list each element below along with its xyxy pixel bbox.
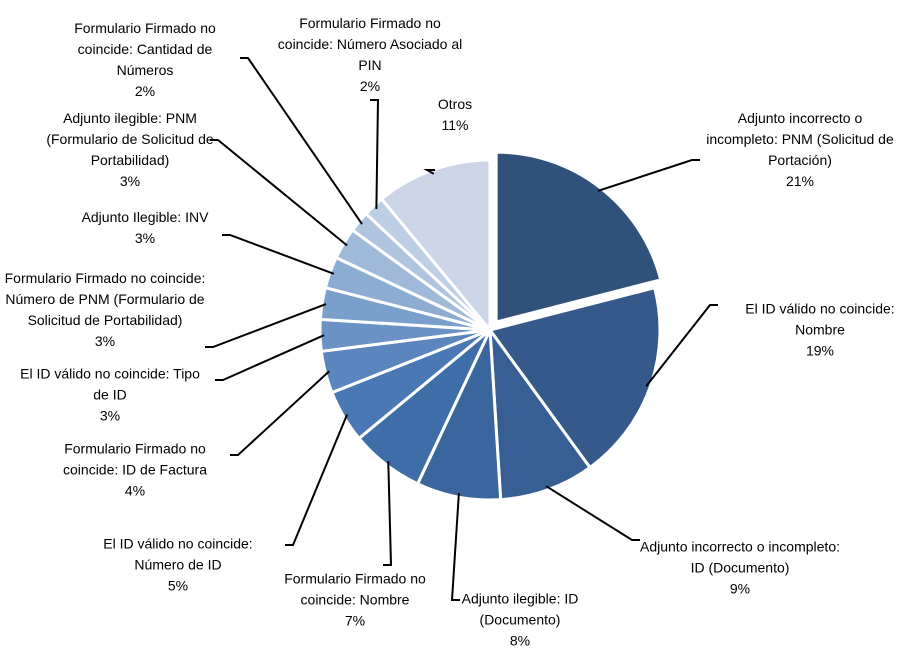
slice-value-label: 7% <box>344 612 366 629</box>
slice-category: Formulario Firmado no coincide: Nombre <box>284 570 426 608</box>
slice-category: El ID válido no coincide: Nombre <box>745 300 895 338</box>
leader-line <box>222 234 335 275</box>
slice-category: Formulario Firmado no coincide: Número d… <box>4 270 206 328</box>
slice-label: Formulario Firmado no coincide: Cantidad… <box>50 18 240 102</box>
pie-slice <box>494 150 663 325</box>
leader-line <box>215 334 325 381</box>
leader-line <box>285 414 349 546</box>
slice-value-label: 9% <box>729 580 751 597</box>
slice-value-label: 3% <box>134 230 156 246</box>
slice-category: Adjunto Ilegible: INV <box>81 209 209 225</box>
slice-label: Formulario Firmado no coincide: Nombre 7% <box>260 569 450 632</box>
pie-slice <box>488 324 593 502</box>
slice-category: Formulario Firmado no coincide: Número A… <box>277 15 463 73</box>
slice-value-label: 4% <box>124 482 146 499</box>
slice-value-label: 3% <box>94 333 116 349</box>
slice-value-label: 8% <box>509 632 531 649</box>
leader-line <box>545 485 640 541</box>
slice-label: Adjunto Ilegible: INV 3% <box>55 207 235 249</box>
slice-label: Formulario Firmado no coincide: Número d… <box>3 268 208 352</box>
slice-category: Adjunto ilegible: ID (Documento) <box>461 590 579 628</box>
pie-slice <box>487 285 662 470</box>
leader-line <box>210 139 348 247</box>
slice-label: Formulario Firmado no coincide: Número A… <box>278 13 463 97</box>
slice-label: Adjunto ilegible: ID (Documento) 8% <box>435 589 605 652</box>
slice-category: El ID válido no coincide: Número de ID <box>103 535 253 573</box>
slice-category: Adjunto incorrecto o incompleto: PNM (So… <box>706 110 894 168</box>
slice-category: Formulario Firmado no coincide: ID de Fa… <box>63 440 207 478</box>
leader-line <box>240 57 363 225</box>
slice-value-label: 2% <box>134 83 156 99</box>
slice-value-label: 3% <box>99 407 121 424</box>
slice-category: Adjunto incorrecto o incompleto: ID (Doc… <box>640 538 840 576</box>
slice-label: El ID válido no coincide: Número de ID 5% <box>78 534 278 597</box>
slice-label: El ID válido no coincide: Tipo de ID 3% <box>15 364 205 427</box>
slice-category: Adjunto ilegible: PNM (Formulario de Sol… <box>46 110 214 168</box>
leader-line <box>645 304 718 387</box>
slice-value-label: 5% <box>167 577 189 594</box>
slice-category: Formulario Firmado no coincide: Cantidad… <box>74 20 216 78</box>
slice-category: El ID válido no coincide: Tipo de ID <box>20 365 200 403</box>
slice-label: Otros 11% <box>415 94 495 136</box>
slice-label: El ID válido no coincide: Nombre 19% <box>720 299 918 362</box>
slice-category: Otros <box>437 96 473 112</box>
slice-label: Adjunto incorrecto o incompleto: ID (Doc… <box>640 537 840 600</box>
slice-label: Adjunto ilegible: PNM (Formulario de Sol… <box>30 108 230 192</box>
leader-line <box>230 370 330 456</box>
leader-line <box>370 99 380 210</box>
slice-value-label: 19% <box>805 342 835 359</box>
slice-value-label: 21% <box>785 173 815 189</box>
slice-label: Formulario Firmado no coincide: ID de Fa… <box>35 439 235 502</box>
leader-line <box>383 461 393 566</box>
leader-line <box>450 492 460 601</box>
slice-value-label: 11% <box>441 117 469 133</box>
slice-value-label: 3% <box>119 173 141 189</box>
slice-value-label: 2% <box>359 78 381 94</box>
leader-line <box>205 303 327 348</box>
leader-line <box>423 169 435 175</box>
slice-label: Adjunto incorrecto o incompleto: PNM (So… <box>705 108 895 192</box>
leader-line <box>597 159 700 192</box>
